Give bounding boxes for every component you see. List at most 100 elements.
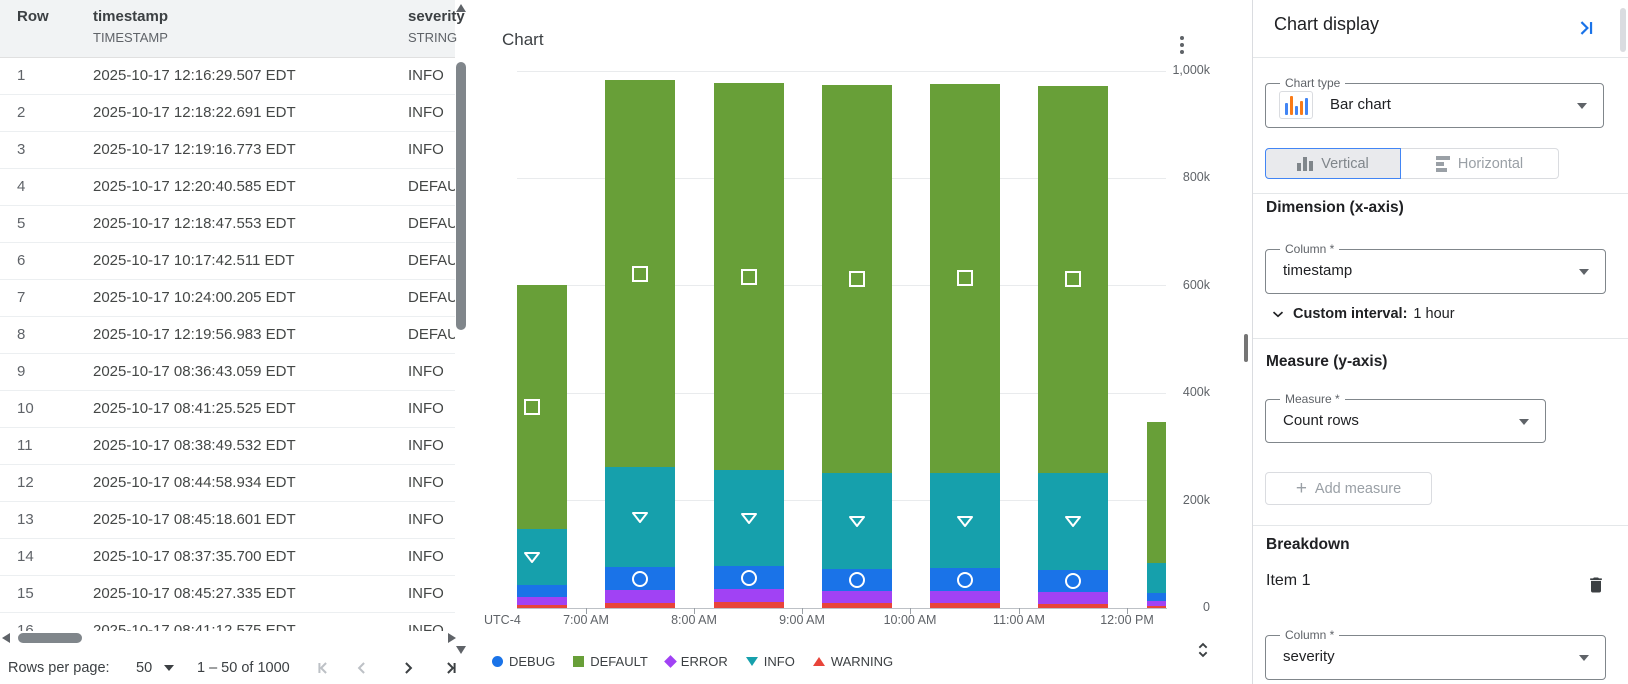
circle-marker-icon bbox=[957, 571, 973, 588]
chart-type-select[interactable]: Chart type Bar chart bbox=[1265, 76, 1604, 128]
measure-heading: Measure (y-axis) bbox=[1266, 353, 1388, 370]
dimension-column-select[interactable]: Column * timestamp bbox=[1265, 242, 1606, 294]
vertical-toggle-button[interactable]: Vertical bbox=[1265, 148, 1401, 179]
legend-label: DEFAULT bbox=[590, 654, 648, 669]
breakdown-column-select[interactable]: Column * severity bbox=[1265, 628, 1606, 680]
panel-scroll-thumb[interactable] bbox=[1244, 334, 1248, 362]
legend-item: DEBUG bbox=[492, 654, 555, 669]
circle-marker-icon bbox=[1065, 572, 1082, 589]
severity-cell: DEFAULT bbox=[408, 289, 455, 306]
row-number: 2 bbox=[17, 104, 26, 121]
bar-segment-warning bbox=[713, 602, 784, 608]
collapse-panel-icon[interactable] bbox=[1575, 17, 1597, 39]
table-row: 16 2025-10-17 08:41:12.575 EDT INFO bbox=[0, 613, 455, 631]
x-axis-tick bbox=[694, 608, 695, 614]
x-axis-tick-label: 8:00 AM bbox=[671, 613, 717, 627]
legend-label: DEBUG bbox=[509, 654, 556, 669]
y-axis-tick-label: 1,000k bbox=[1172, 63, 1210, 77]
column-label: Column * bbox=[1280, 628, 1340, 642]
severity-cell: DEFAULT bbox=[408, 178, 455, 195]
severity-cell: INFO bbox=[408, 141, 444, 158]
horizontal-toggle-button[interactable]: Horizontal bbox=[1401, 148, 1559, 179]
custom-interval-toggle[interactable]: Custom interval: 1 hour bbox=[1269, 305, 1455, 323]
delete-breakdown-icon[interactable] bbox=[1586, 574, 1606, 596]
square-marker-icon bbox=[632, 265, 649, 282]
vertical-scrollbar-thumb[interactable] bbox=[456, 62, 466, 330]
row-number: 8 bbox=[17, 326, 26, 343]
previous-page-button[interactable] bbox=[352, 658, 372, 678]
row-number: 3 bbox=[17, 141, 26, 158]
table-row: 6 2025-10-17 10:17:42.511 EDT DEFAULT bbox=[0, 243, 455, 280]
severity-cell: DEFAULT bbox=[408, 215, 455, 232]
x-axis-tick bbox=[802, 608, 803, 614]
timestamp-cell: 2025-10-17 08:37:35.700 EDT bbox=[93, 548, 296, 565]
timestamp-cell: 2025-10-17 10:17:42.511 EDT bbox=[93, 252, 295, 269]
timestamp-cell: 2025-10-17 08:45:27.335 EDT bbox=[93, 585, 296, 602]
triangle-down-marker-icon bbox=[848, 515, 865, 527]
warning-legend-icon bbox=[812, 657, 825, 666]
square-marker-icon bbox=[957, 270, 973, 287]
add-measure-button[interactable]: + Add measure bbox=[1265, 472, 1432, 505]
triangle-down-marker-icon bbox=[524, 552, 540, 564]
table-header: Row timestamp TIMESTAMP severity STRING bbox=[0, 0, 465, 58]
row-number: 7 bbox=[17, 289, 26, 306]
square-marker-icon bbox=[740, 268, 757, 285]
scroll-down-arrow-icon[interactable] bbox=[456, 646, 466, 654]
timestamp-cell: 2025-10-17 10:24:00.205 EDT bbox=[93, 289, 296, 306]
bar-segment-error bbox=[821, 590, 892, 603]
bar-segment-debug bbox=[605, 567, 676, 591]
bar-segment-warning bbox=[821, 602, 892, 608]
column-header-row: Row bbox=[17, 8, 49, 25]
bar-segment-debug bbox=[1038, 569, 1109, 592]
severity-cell: INFO bbox=[408, 400, 444, 417]
bar-segment-error bbox=[1146, 601, 1166, 606]
legend-item: INFO bbox=[745, 654, 795, 669]
table-row: 3 2025-10-17 12:19:16.773 EDT INFO bbox=[0, 132, 455, 169]
error-legend-icon bbox=[663, 655, 677, 668]
scroll-right-arrow-icon[interactable] bbox=[448, 633, 456, 643]
chart-menu-kebab-icon[interactable] bbox=[1173, 33, 1191, 57]
column-type-timestamp: TIMESTAMP bbox=[93, 30, 168, 45]
bar-segment-error bbox=[1038, 591, 1109, 604]
stacked-bar bbox=[605, 80, 676, 608]
x-axis-tick-label: 7:00 AM bbox=[563, 613, 609, 627]
row-number: 15 bbox=[17, 585, 34, 602]
timestamp-cell: 2025-10-17 12:19:56.983 EDT bbox=[93, 326, 296, 343]
timestamp-cell: 2025-10-17 12:18:47.553 EDT bbox=[93, 215, 296, 232]
bar-segment-default bbox=[517, 285, 567, 530]
x-axis-tick-label: 10:00 AM bbox=[883, 613, 937, 627]
bar-segment-warning bbox=[930, 603, 1000, 608]
stacked-bar bbox=[1146, 421, 1166, 608]
default-legend-icon bbox=[573, 656, 585, 667]
expand-chart-icon[interactable] bbox=[1192, 638, 1214, 662]
rows-per-page-select[interactable]: 50 bbox=[136, 660, 175, 676]
bar-segment-debug bbox=[517, 584, 567, 597]
table-row: 10 2025-10-17 08:41:25.525 EDT INFO bbox=[0, 391, 455, 428]
x-axis-tick-label: 12:00 PM bbox=[1100, 613, 1154, 627]
bar-segment-default bbox=[713, 83, 784, 471]
bar-segment-default bbox=[821, 85, 892, 473]
timestamp-cell: 2025-10-17 08:38:49.532 EDT bbox=[93, 437, 296, 454]
next-page-button[interactable] bbox=[398, 658, 418, 678]
plus-icon: + bbox=[1295, 478, 1307, 499]
stacked-bar bbox=[930, 83, 1000, 608]
legend-label: INFO bbox=[763, 654, 795, 669]
chart-legend: DEBUG DEFAULT ERROR INFO WARNING bbox=[492, 654, 893, 669]
last-page-button[interactable] bbox=[440, 658, 460, 678]
scroll-left-arrow-icon[interactable] bbox=[2, 633, 10, 643]
legend-item: ERROR bbox=[663, 654, 728, 669]
x-axis-tick bbox=[586, 608, 587, 614]
severity-cell: INFO bbox=[408, 548, 444, 565]
severity-cell: DEFAULT bbox=[408, 326, 455, 343]
severity-cell: INFO bbox=[408, 363, 444, 380]
table-row: 11 2025-10-17 08:38:49.532 EDT INFO bbox=[0, 428, 455, 465]
y-axis-tick-label: 200k bbox=[1182, 492, 1210, 507]
scroll-up-arrow-icon[interactable] bbox=[456, 4, 466, 12]
row-number: 1 bbox=[17, 67, 26, 84]
first-page-button[interactable] bbox=[314, 658, 334, 678]
window-scrollbar-thumb[interactable] bbox=[1620, 8, 1626, 52]
measure-select[interactable]: Measure * Count rows bbox=[1265, 392, 1546, 443]
legend-item: DEFAULT bbox=[573, 654, 648, 669]
horizontal-scrollbar-thumb[interactable] bbox=[18, 633, 82, 643]
x-axis-line bbox=[517, 608, 1167, 609]
